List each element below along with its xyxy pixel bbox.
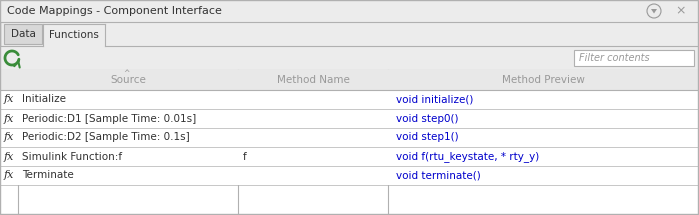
Text: Functions: Functions bbox=[49, 29, 99, 40]
Text: Initialize: Initialize bbox=[22, 95, 66, 104]
Bar bbox=[574, 50, 694, 66]
Text: Code Mappings - Component Interface: Code Mappings - Component Interface bbox=[7, 6, 222, 16]
Bar bbox=[0, 166, 699, 185]
Text: fx: fx bbox=[3, 170, 14, 181]
Text: void step0(): void step0() bbox=[396, 114, 459, 123]
Text: Data: Data bbox=[10, 29, 36, 39]
Bar bbox=[43, 24, 105, 46]
Text: void f(rtu_keystate, * rty_y): void f(rtu_keystate, * rty_y) bbox=[396, 151, 539, 162]
Text: void initialize(): void initialize() bbox=[396, 95, 473, 104]
Text: Filter contents: Filter contents bbox=[579, 53, 649, 63]
Bar bbox=[0, 70, 699, 90]
Text: fx: fx bbox=[3, 132, 14, 143]
Text: Terminate: Terminate bbox=[22, 170, 74, 181]
Text: fx: fx bbox=[3, 95, 14, 104]
Text: Source: Source bbox=[110, 75, 146, 85]
Text: Simulink Function:f: Simulink Function:f bbox=[22, 152, 122, 161]
Bar bbox=[4, 24, 42, 44]
Bar bbox=[0, 109, 699, 128]
Bar bbox=[0, 46, 699, 70]
Text: void step1(): void step1() bbox=[396, 132, 459, 143]
Bar bbox=[0, 0, 699, 22]
Text: ×: × bbox=[676, 5, 686, 17]
Text: f: f bbox=[243, 152, 247, 161]
Bar bbox=[0, 147, 699, 166]
Text: Periodic:D2 [Sample Time: 0.1s]: Periodic:D2 [Sample Time: 0.1s] bbox=[22, 132, 189, 143]
Text: void terminate(): void terminate() bbox=[396, 170, 481, 181]
Text: fx: fx bbox=[3, 114, 14, 123]
Bar bbox=[0, 128, 699, 147]
Text: Method Preview: Method Preview bbox=[502, 75, 584, 85]
Text: Periodic:D1 [Sample Time: 0.01s]: Periodic:D1 [Sample Time: 0.01s] bbox=[22, 114, 196, 123]
Text: Method Name: Method Name bbox=[277, 75, 350, 85]
Polygon shape bbox=[651, 9, 657, 14]
Text: ^: ^ bbox=[123, 69, 129, 78]
Bar bbox=[0, 90, 699, 109]
Text: fx: fx bbox=[3, 152, 14, 161]
Bar bbox=[0, 70, 699, 215]
